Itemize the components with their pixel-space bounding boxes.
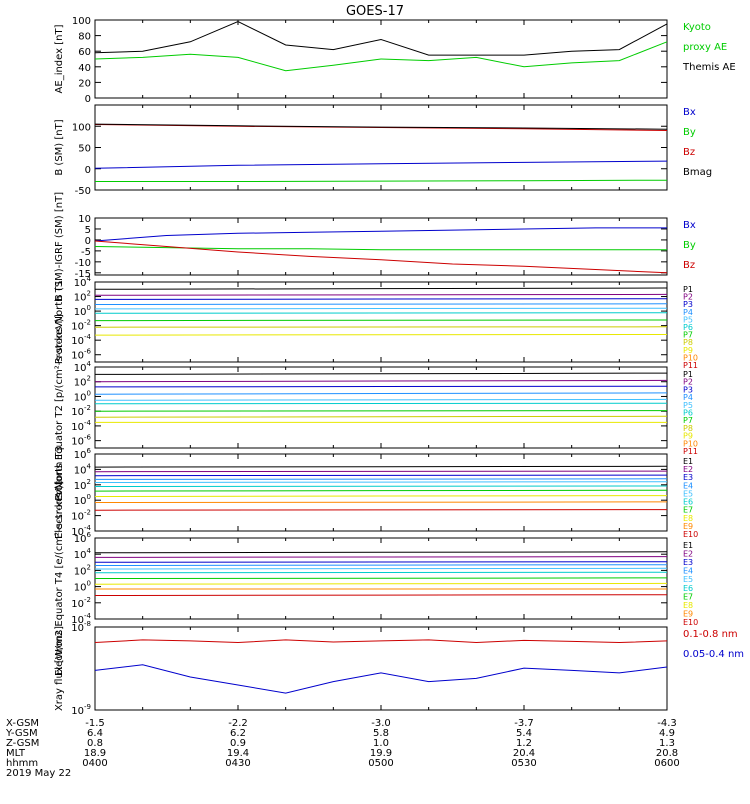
date-label: 2019 May 22 (6, 768, 71, 779)
legend-entry: Themis AE (682, 62, 736, 73)
y-axis-label: AE_index [nT] (54, 24, 65, 93)
legend-entry: P11 (683, 447, 698, 456)
orbit-value: 0500 (368, 758, 393, 769)
series-line-6 (95, 486, 667, 487)
legend-entry: Bx (683, 220, 696, 231)
series-line-4 (95, 304, 667, 305)
legend-entry: E10 (683, 530, 698, 539)
series-line-6 (95, 403, 667, 404)
series-line-9 (95, 502, 667, 503)
legend-entry: E10 (683, 618, 698, 627)
series-line-4 (95, 479, 667, 480)
legend-entry: Bx (683, 107, 696, 118)
y-tick-label: 40 (78, 63, 91, 74)
series-line-7 (95, 320, 667, 321)
y-tick-label: 10 (78, 214, 91, 225)
y-tick-label: 0 (85, 94, 91, 105)
series-line-6 (95, 313, 667, 314)
legend-entry: P11 (683, 361, 698, 370)
legend-entry: Bmag (683, 167, 712, 178)
legend-entry: 0.1-0.8 nm (683, 629, 738, 640)
plot-title: GOES-17 (346, 4, 404, 19)
y-tick-label: -5 (81, 247, 91, 258)
y-tick-label: 0 (85, 165, 91, 176)
y-axis-label: B (SM) [nT] (54, 119, 65, 175)
series-line-6 (95, 572, 667, 573)
orbit-value: 0600 (654, 758, 679, 769)
series-line-2 (95, 471, 667, 472)
y-tick-label: 60 (78, 47, 91, 58)
y-tick-label: -10 (75, 258, 91, 269)
series-line-7 (95, 578, 667, 579)
y-axis-label: Xray flux [W/m2] (54, 626, 65, 711)
series-line-5 (95, 568, 667, 569)
series-line-10 (95, 510, 667, 511)
y-tick-label: 50 (78, 144, 91, 155)
orbit-value: 0530 (511, 758, 536, 769)
orbit-value: 0430 (225, 758, 250, 769)
legend-entry: Kyoto (683, 22, 711, 33)
series-line-9 (95, 335, 667, 336)
legend-entry: Bz (683, 147, 695, 158)
y-tick-label: 100 (72, 122, 91, 133)
y-tick-label: 5 (85, 225, 91, 236)
y-tick-label: 20 (78, 78, 91, 89)
series-line-3 (95, 562, 667, 563)
legend-entry: proxy AE (683, 42, 727, 53)
legend-entry: By (683, 240, 696, 251)
y-tick-label: 80 (78, 32, 91, 43)
series-line-3 (95, 299, 667, 300)
series-line-7 (95, 411, 667, 412)
y-tick-label: -50 (75, 186, 91, 197)
y-tick-label: 100 (72, 16, 91, 27)
series-line-5 (95, 308, 667, 309)
y-tick-label: 0 (85, 236, 91, 247)
series-line-3 (95, 475, 667, 476)
series-line-3 (95, 386, 667, 387)
legend-entry: By (683, 127, 696, 138)
legend-entry: Bz (683, 260, 695, 271)
orbit-value: 0400 (82, 758, 107, 769)
legend-entry: 0.05-0.4 nm (683, 649, 744, 660)
